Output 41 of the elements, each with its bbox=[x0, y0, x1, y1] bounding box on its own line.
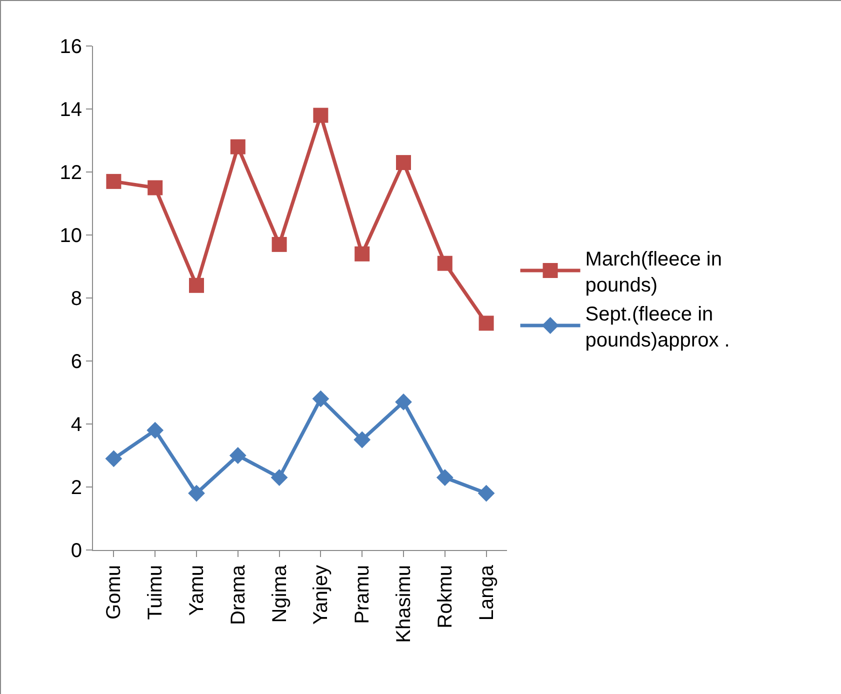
point bbox=[229, 447, 246, 464]
y-tick-label: 16 bbox=[60, 36, 82, 58]
y-tick-label: 14 bbox=[60, 99, 82, 121]
point bbox=[354, 431, 371, 448]
point bbox=[105, 450, 122, 468]
point bbox=[270, 469, 288, 486]
y-tick-label: 6 bbox=[70, 351, 82, 373]
point bbox=[478, 316, 494, 331]
point bbox=[478, 484, 495, 502]
y-tick-label: 10 bbox=[60, 225, 82, 247]
y-tick-label: 4 bbox=[70, 414, 82, 436]
x-tick-label: Gomu bbox=[103, 565, 126, 620]
point bbox=[354, 246, 370, 262]
point bbox=[436, 469, 454, 486]
x-tick-label: Pramu bbox=[352, 565, 374, 624]
point bbox=[437, 256, 452, 271]
point bbox=[313, 108, 328, 123]
x-tick-label: Langa bbox=[476, 564, 498, 621]
point bbox=[395, 394, 412, 410]
point bbox=[396, 155, 411, 170]
point bbox=[148, 180, 163, 196]
x-tick-label: Tuimu bbox=[144, 565, 167, 620]
point bbox=[188, 484, 205, 502]
y-tick-label: 8 bbox=[70, 288, 82, 310]
y-tick-label: 2 bbox=[70, 477, 82, 499]
x-tick-label: Ngima bbox=[268, 564, 291, 623]
legend-label: Sept.(fleece in pounds)approx . bbox=[585, 303, 730, 352]
y-tick-label: 12 bbox=[60, 162, 82, 184]
point bbox=[146, 422, 164, 439]
x-tick-label: Khasimu bbox=[393, 565, 415, 643]
point bbox=[106, 174, 122, 189]
point bbox=[189, 278, 204, 293]
x-tick-label: Yanjey bbox=[310, 565, 332, 625]
x-tick-label: Yamu bbox=[186, 565, 208, 616]
point bbox=[272, 236, 287, 252]
point bbox=[312, 390, 330, 408]
legend-label: March(fleece in pounds) bbox=[585, 248, 722, 296]
y-tick-label: 0 bbox=[70, 540, 82, 562]
point bbox=[230, 139, 246, 154]
x-tick-label: Drama bbox=[227, 564, 250, 626]
x-tick-label: Rokmu bbox=[434, 565, 456, 628]
